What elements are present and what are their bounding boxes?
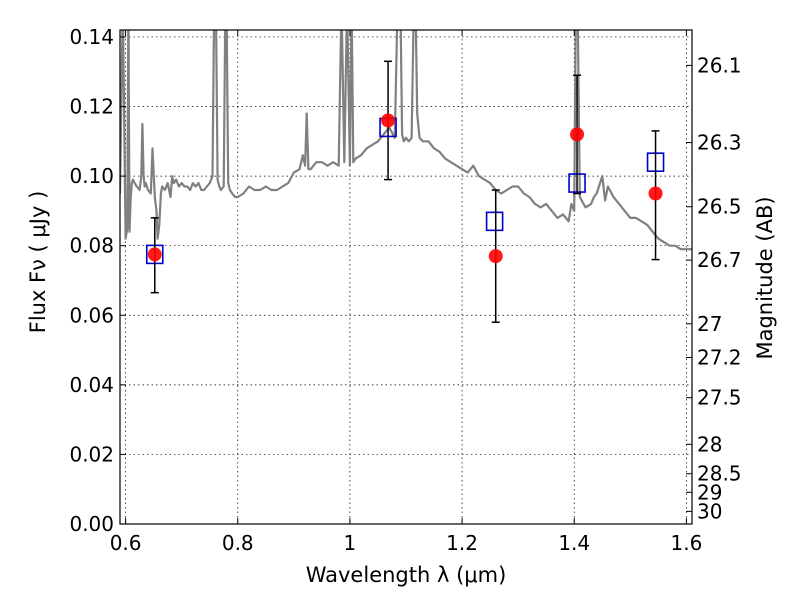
mag-tick-label: 26.7 bbox=[697, 248, 742, 272]
x-tick-label: 0.8 bbox=[222, 531, 254, 555]
observed-photometry-point bbox=[488, 249, 503, 264]
series-layer bbox=[120, 30, 692, 251]
observed-photometry-point bbox=[648, 186, 663, 201]
y-tick-label: 0.00 bbox=[69, 512, 114, 536]
mag-tick-label: 29 bbox=[697, 480, 722, 504]
x-tick-label: 1.6 bbox=[670, 531, 702, 555]
mag-tick-label: 27 bbox=[697, 312, 722, 336]
mag-tick-label: 30 bbox=[697, 499, 722, 523]
y-tick-label: 0.08 bbox=[69, 234, 114, 258]
marker-layer bbox=[145, 60, 665, 323]
y-tick-label: 0.12 bbox=[69, 95, 114, 119]
model-photometry-point bbox=[485, 211, 504, 232]
mag-tick-label: 27.5 bbox=[697, 386, 742, 410]
plot-background bbox=[120, 30, 692, 524]
x-tick-label: 0.6 bbox=[110, 531, 142, 555]
y-tick-label: 0.14 bbox=[69, 25, 114, 49]
observed-photometry-point bbox=[381, 113, 396, 128]
axis-ticks: 0.6 0.8 1 1.2 1.4 1.6 0.00 0.02 0.04 0.06 0.08 0.10… bbox=[69, 25, 741, 555]
plot-frame bbox=[119, 29, 693, 525]
mag-tick-label: 26.5 bbox=[697, 195, 742, 219]
y2-axis-label: Magnitude (AB) bbox=[753, 196, 777, 359]
x-axis-label: Wavelength λ (μm) bbox=[306, 563, 507, 587]
x-tick-label: 1.4 bbox=[558, 531, 590, 555]
observed-photometry-point bbox=[147, 247, 162, 262]
mag-tick-label: 28 bbox=[697, 432, 722, 456]
y-axis-label: Flux Fν ( μJy ) bbox=[26, 191, 50, 334]
x-tick-label: 1.2 bbox=[446, 531, 478, 555]
sed-model-line bbox=[120, 30, 692, 251]
mag-tick-label: 27.2 bbox=[697, 345, 742, 369]
x-tick-label: 1 bbox=[344, 531, 357, 555]
y-tick-label: 0.02 bbox=[69, 442, 114, 466]
mag-tick-label: 26.1 bbox=[697, 53, 742, 77]
y-tick-label: 0.06 bbox=[69, 303, 114, 327]
mag-tick-label: 26.3 bbox=[697, 131, 742, 155]
observed-photometry-point bbox=[570, 127, 585, 142]
y-tick-label: 0.10 bbox=[69, 164, 114, 188]
mag-tick-label: 28.5 bbox=[697, 462, 742, 486]
y-tick-label: 0.04 bbox=[69, 373, 114, 397]
